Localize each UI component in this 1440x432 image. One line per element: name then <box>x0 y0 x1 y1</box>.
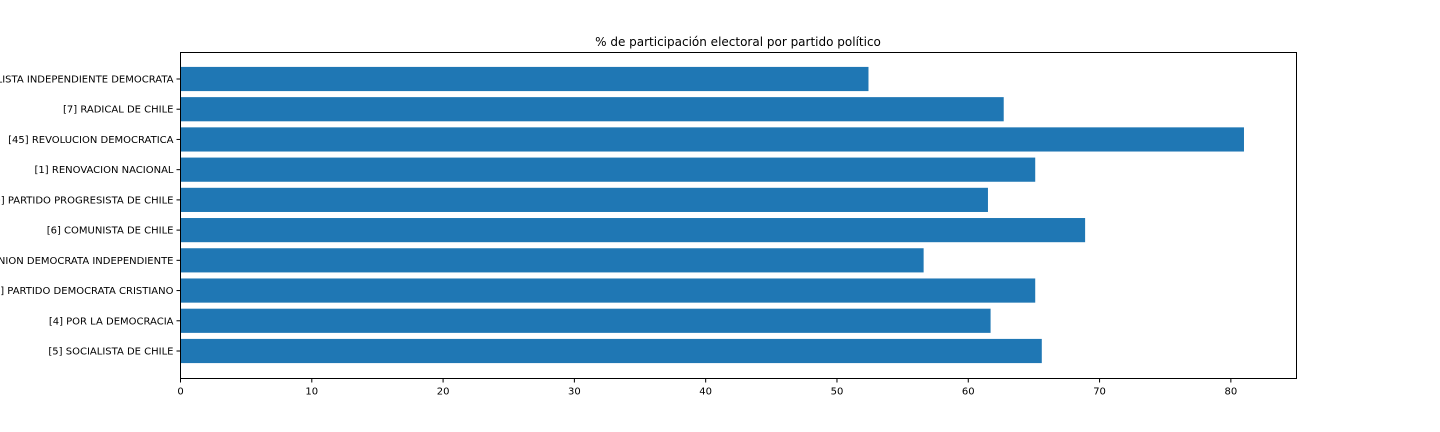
bar <box>180 218 1086 243</box>
y-tick-label: [6] COMUNISTA DE CHILE <box>47 226 174 237</box>
bar <box>180 127 1244 152</box>
x-tick-label: 80 <box>1224 387 1237 398</box>
bar <box>180 338 1042 364</box>
x-tick-label: 0 <box>177 387 183 398</box>
y-axis: LISTA INDEPENDIENTE DEMOCRATA [7] RADICAL… <box>0 75 181 358</box>
y-tick-label: ] PARTIDO DEMOCRATA CRISTIANO <box>0 286 173 297</box>
plot-area-frame <box>180 52 1297 379</box>
y-tick-label: [5] SOCIALISTA DE CHILE <box>48 347 173 358</box>
x-tick-label: 30 <box>568 387 581 398</box>
x-tick-label: 40 <box>699 387 712 398</box>
x-tick-label: 60 <box>962 387 975 398</box>
bar <box>180 187 988 212</box>
y-tick-label: [45] REVOLUCION DEMOCRATICA <box>8 135 174 146</box>
bar <box>180 308 991 333</box>
bar <box>180 66 869 92</box>
bars-group <box>180 66 1244 364</box>
y-tick-label: 0] PARTIDO PROGRESISTA DE CHILE <box>0 195 174 206</box>
bar <box>180 97 1004 122</box>
bar <box>180 278 1036 303</box>
y-tick-label: LISTA INDEPENDIENTE DEMOCRATA <box>0 75 174 86</box>
x-tick-label: 50 <box>831 387 844 398</box>
y-tick-label: [1] RENOVACION NACIONAL <box>35 165 174 176</box>
y-tick-label: [4] POR LA DEMOCRACIA <box>49 316 174 327</box>
x-tick-label: 10 <box>305 387 318 398</box>
y-tick-label: [7] RADICAL DE CHILE <box>63 105 174 116</box>
bar <box>180 157 1036 182</box>
y-tick-label: NION DEMOCRATA INDEPENDIENTE <box>0 256 174 267</box>
bar <box>180 248 924 273</box>
chart-title: % de participación electoral por partido… <box>595 35 881 49</box>
x-tick-label: 70 <box>1093 387 1106 398</box>
x-tick-label: 20 <box>437 387 450 398</box>
x-axis: 0 10 20 30 40 50 60 70 80 <box>177 378 1237 398</box>
